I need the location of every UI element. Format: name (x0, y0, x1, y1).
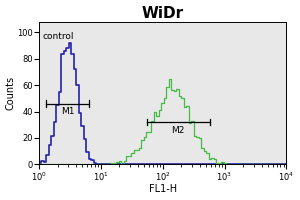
Text: M2: M2 (172, 126, 185, 135)
X-axis label: FL1-H: FL1-H (148, 184, 177, 194)
Text: control: control (43, 32, 74, 41)
Y-axis label: Counts: Counts (6, 76, 16, 110)
Text: M1: M1 (61, 107, 74, 116)
Title: WiDr: WiDr (142, 6, 184, 21)
